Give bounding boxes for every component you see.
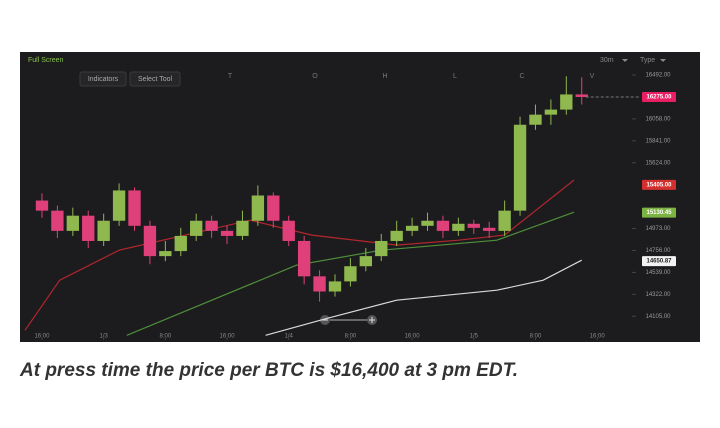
caption: At press time the price per BTC is $16,4… — [19, 360, 518, 381]
dropdown-arrow — [660, 59, 666, 62]
candle-body — [483, 227, 496, 231]
candle-body — [190, 220, 203, 236]
candle-body — [112, 190, 126, 221]
candle-body — [513, 124, 527, 211]
ohlc-label: C — [519, 73, 524, 80]
candle-body — [174, 235, 187, 252]
select-tool-button[interactable] — [129, 71, 181, 87]
x-tick-label: 16:00 — [405, 334, 421, 340]
interval-menu[interactable]: 30m — [600, 57, 614, 64]
candle-body — [467, 223, 480, 228]
candle-body — [282, 220, 295, 241]
y-tick-label: 14756.00 — [645, 248, 671, 254]
x-tick-label: 8:00 — [345, 334, 357, 340]
select-tool-label: Select Tool — [138, 76, 173, 83]
zoom-in-icon — [369, 317, 375, 323]
candle-body — [328, 281, 342, 292]
candle-body — [236, 220, 249, 236]
candle-body — [205, 220, 218, 231]
y-tick-label: 14322.00 — [645, 292, 671, 298]
candle-body — [35, 200, 49, 211]
x-tick-label: 16:00 — [220, 334, 236, 340]
price-tag — [642, 207, 676, 218]
indicators-button[interactable] — [79, 71, 127, 87]
candle-body — [128, 190, 141, 226]
x-tick-label: 16:00 — [590, 334, 606, 340]
price-tag-label: 14650.87 — [646, 259, 672, 265]
price-tag-label: 15405.00 — [646, 182, 672, 188]
ohlc-label: O — [312, 73, 318, 80]
y-tick-label: 15624.00 — [645, 160, 671, 166]
candle-body — [66, 215, 79, 231]
full-screen-button[interactable]: Full Screen — [28, 57, 64, 64]
candle-body — [297, 240, 311, 277]
candle-body — [159, 251, 172, 257]
candle-body — [143, 225, 157, 257]
price-tag — [642, 91, 676, 102]
price-tag — [642, 179, 676, 190]
price-tag — [642, 256, 676, 267]
candle-body — [575, 94, 588, 97]
candle-body — [421, 220, 434, 226]
candle-body — [251, 195, 265, 221]
candle-body — [560, 94, 573, 110]
candle-body — [544, 109, 558, 115]
y-tick-label: 16058.00 — [645, 116, 671, 122]
candle-body — [97, 220, 110, 241]
x-tick-label: 1/4 — [285, 334, 294, 340]
type-menu[interactable]: Type — [640, 57, 655, 64]
candle-body — [359, 256, 372, 267]
ohlc-label: L — [453, 73, 457, 80]
y-tick-label: 14973.00 — [645, 226, 671, 232]
candle-body — [267, 195, 280, 221]
candle-body — [405, 225, 419, 231]
candle-body — [436, 220, 450, 231]
y-tick-label: 14105.00 — [645, 314, 671, 320]
ohlc-label: V — [590, 73, 595, 80]
y-tick-label: 14539.00 — [645, 270, 671, 276]
x-tick-label: 16:00 — [34, 334, 50, 340]
x-tick-label: 1/3 — [99, 334, 108, 340]
candle-body — [390, 230, 403, 241]
price-tag-label: 15130.45 — [646, 210, 672, 216]
ohlc-label: H — [382, 73, 387, 80]
candle-body — [529, 114, 542, 125]
x-tick-label: 8:00 — [160, 334, 172, 340]
x-tick-label: 8:00 — [530, 334, 542, 340]
candle-body — [313, 276, 326, 292]
indicators-label: Indicators — [88, 76, 119, 83]
candle-body — [220, 230, 234, 236]
x-tick-label: 1/5 — [470, 334, 479, 340]
ohlc-label: T — [228, 73, 233, 80]
price-tag-label: 16275.00 — [646, 95, 672, 101]
y-tick-label: 16492.00 — [645, 73, 671, 79]
candle-body — [51, 210, 64, 231]
candle-body — [498, 210, 511, 231]
candle-body — [375, 240, 388, 257]
moving-average — [265, 259, 582, 336]
dropdown-arrow — [622, 59, 628, 62]
candle-body — [82, 215, 95, 241]
candle-body — [344, 266, 357, 282]
candle-body — [452, 223, 465, 231]
y-tick-label: 15841.00 — [645, 138, 671, 144]
